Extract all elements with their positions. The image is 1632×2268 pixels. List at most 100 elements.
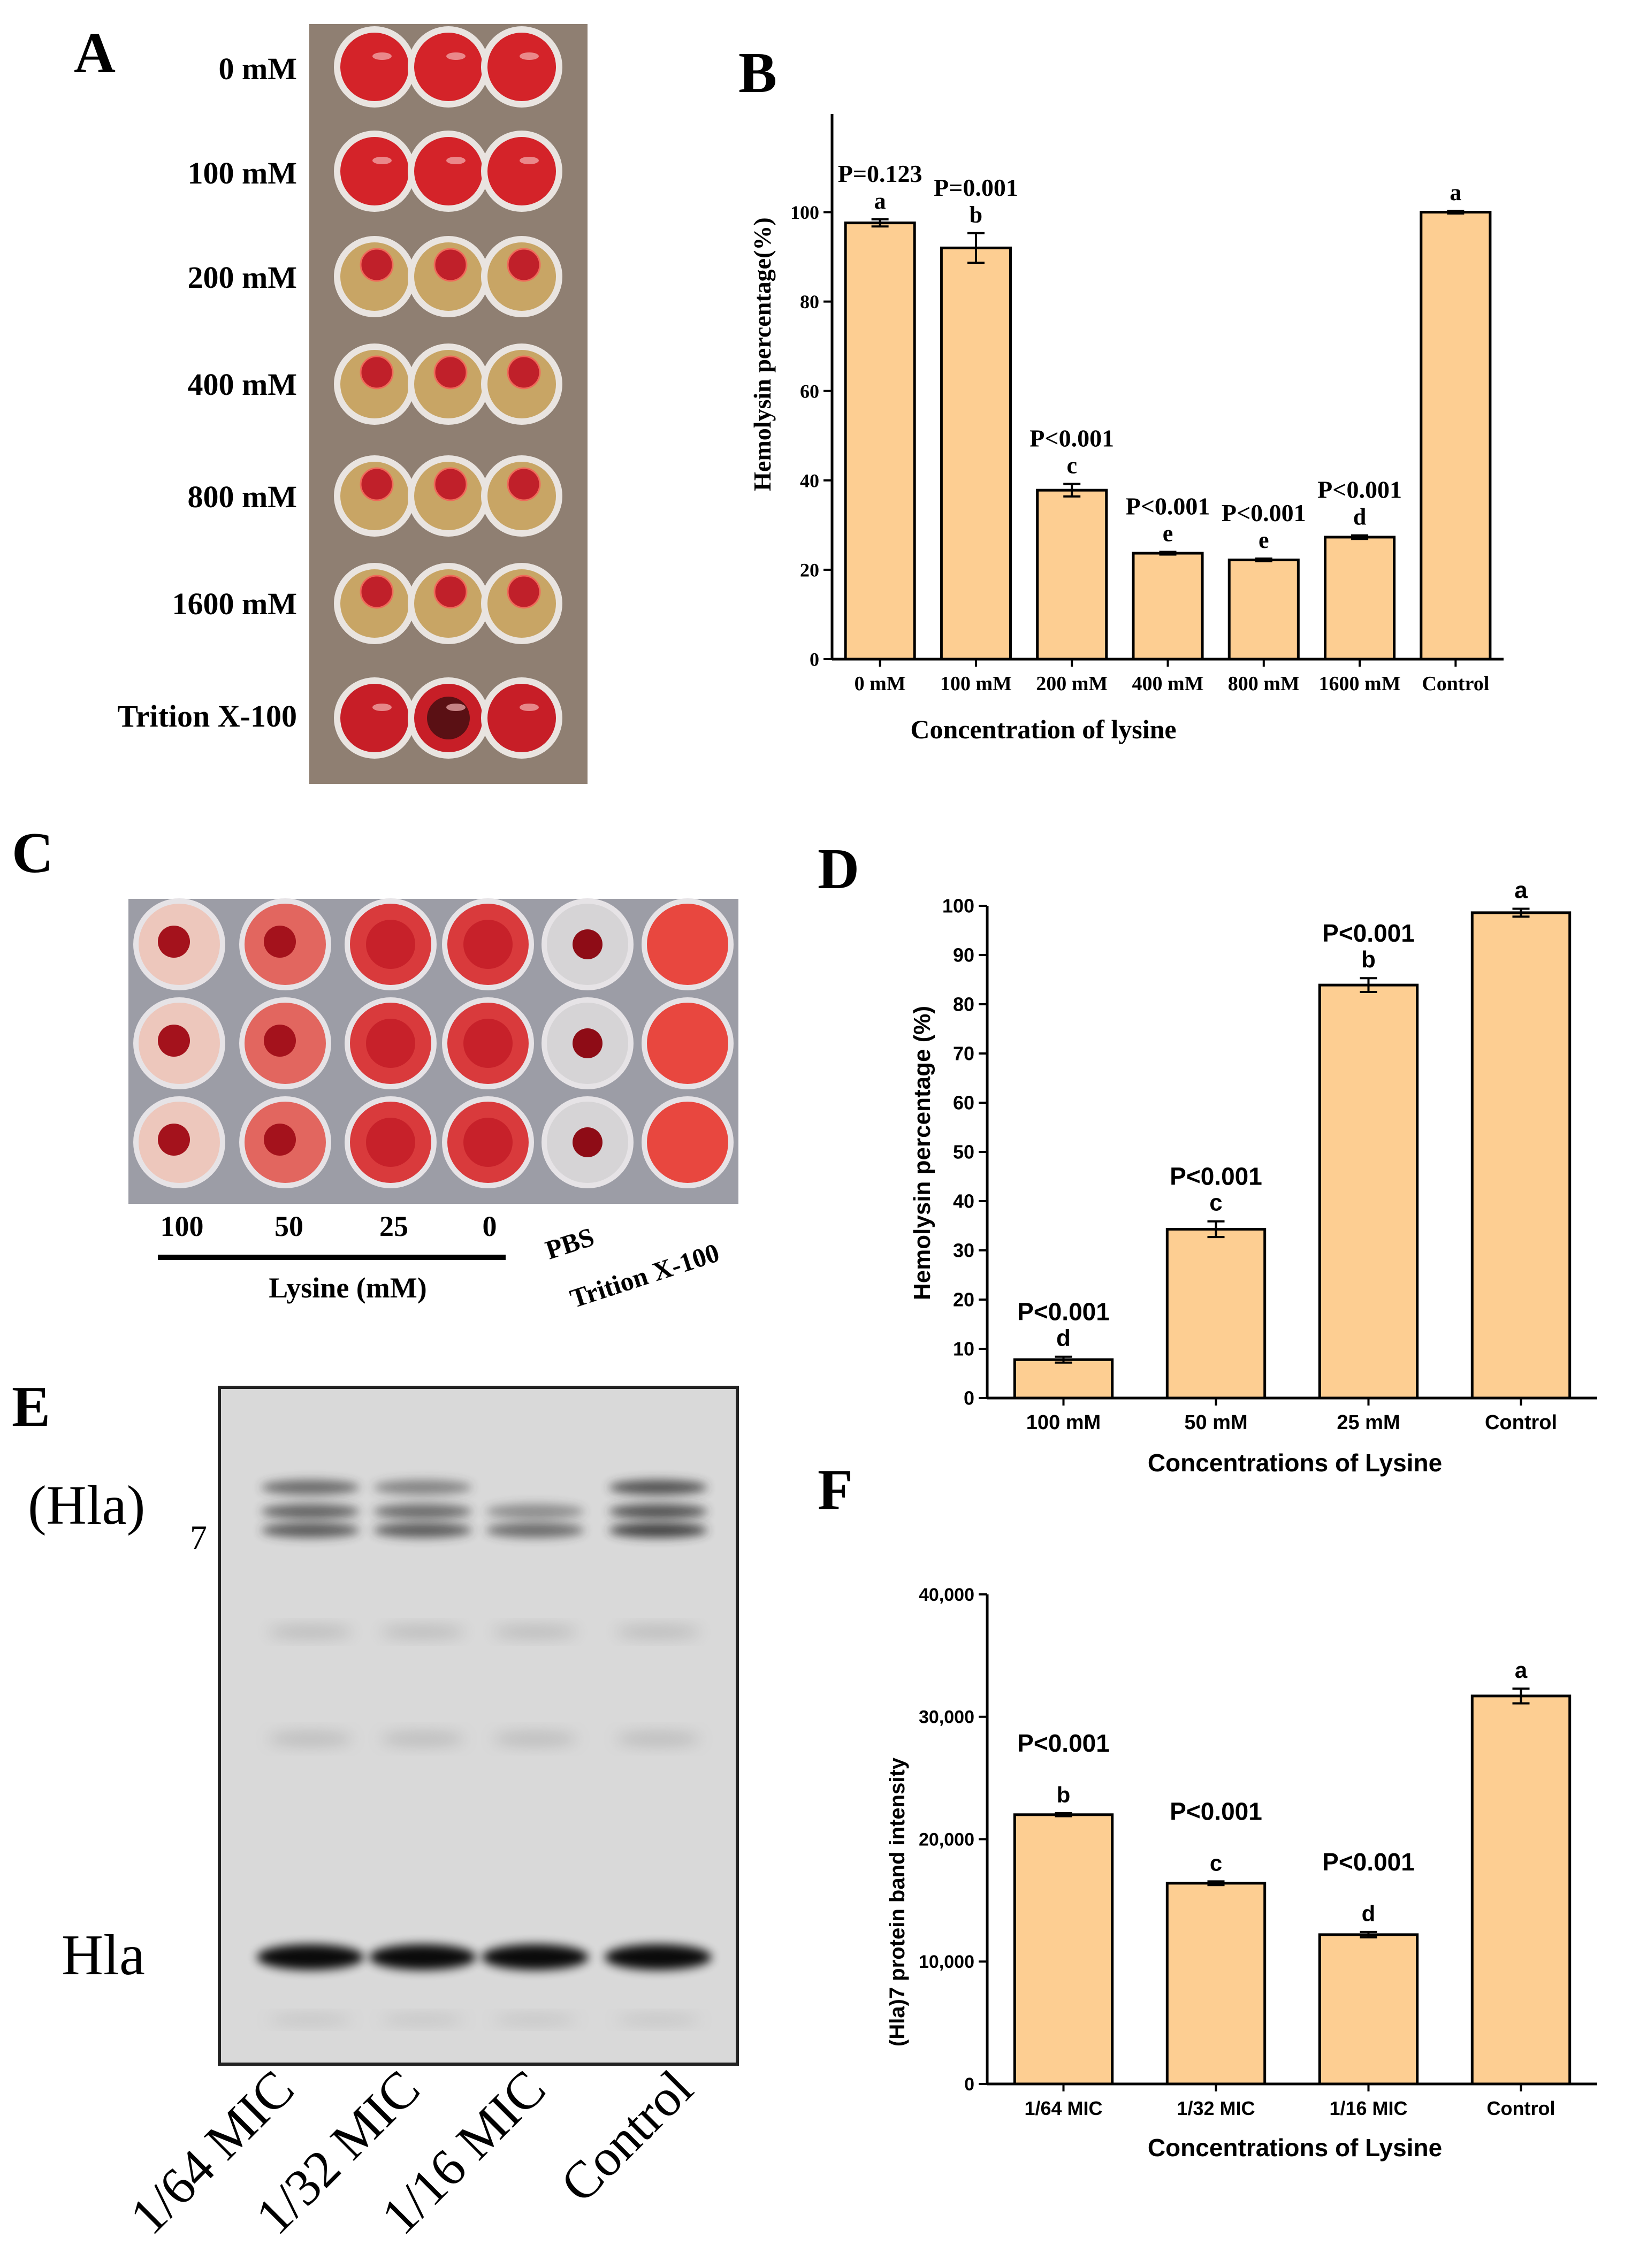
y-tick-label: 70 [953, 1043, 974, 1065]
y-tick-label: 40 [800, 470, 819, 491]
monomer-band [369, 1944, 476, 1970]
well-highlight [446, 157, 466, 164]
x-tick-label: Control [1422, 673, 1489, 695]
faint-band [380, 1732, 466, 1745]
well-dark-center [427, 697, 470, 739]
well-pellet [433, 248, 468, 282]
y-tick-label: 10 [953, 1338, 974, 1360]
chart-f-ylabel: (Hla)7 protein band intensity [886, 1757, 909, 2046]
well-lysed [340, 33, 409, 101]
x-tick-label: 800 mM [1228, 673, 1300, 695]
x-tick-label: 1/64 MIC [1024, 2097, 1102, 2119]
well-highlight [520, 704, 539, 711]
faint-band [268, 2015, 353, 2024]
chart-b-ylabel: Hemolysin percentage(%) [749, 217, 776, 491]
well-highlight [372, 704, 392, 711]
well-highlight [446, 52, 466, 60]
lane-label: Control [550, 2059, 704, 2213]
p-value-label: P<0.001 [1017, 1729, 1110, 1757]
significance-letter: e [1259, 527, 1269, 553]
faint-band [268, 1626, 353, 1637]
significance-letter: e [1163, 520, 1173, 546]
bar [1420, 211, 1492, 661]
well-pellet [366, 920, 415, 969]
y-tick-label: 100 [790, 202, 819, 223]
y-tick-label: 90 [953, 944, 974, 966]
x-tick-label: 25 mM [1337, 1411, 1400, 1434]
well-lysed [487, 137, 556, 205]
row-label: 100 mM [187, 156, 297, 190]
bar [1470, 1694, 1572, 2086]
significance-letter: c [1066, 453, 1077, 479]
oligomer-band [373, 1523, 472, 1538]
significance-letter: a [1514, 877, 1528, 904]
y-tick-label: 20,000 [919, 1829, 974, 1850]
p-value-label: P<0.001 [1170, 1163, 1262, 1190]
p-value-label: P<0.001 [1126, 492, 1210, 520]
column-label: 25 [379, 1210, 408, 1242]
y-tick-label: 80 [800, 291, 819, 312]
panel-a-photo [309, 24, 588, 784]
lysine-group-label: Lysine (mM) [269, 1272, 426, 1304]
well-lysed [340, 137, 409, 205]
x-tick-label: 400 mM [1132, 673, 1203, 695]
well-pellet [264, 1124, 296, 1156]
oligomer-band [609, 1504, 707, 1519]
significance-letter: d [1362, 1901, 1376, 1926]
well-highlight [372, 157, 392, 164]
chart-f-xlabel: Concentrations of Lysine [1148, 2134, 1442, 2162]
y-tick-label: 50 [953, 1141, 974, 1163]
well-lysed [414, 137, 483, 205]
row-label: 200 mM [187, 260, 297, 295]
panel-c-labels: 100 50 25 0 PBS Trition X-100 Lysine (mM… [158, 1210, 723, 1314]
p-value-label: P<0.001 [1170, 1797, 1262, 1825]
significance-letter: a [1450, 179, 1461, 205]
well-pellet [158, 926, 190, 958]
panel-letter-d: D [818, 837, 859, 901]
monomer-band [257, 1944, 364, 1970]
panel-letter-e: E [12, 1375, 50, 1439]
y-tick-label: 100 [942, 895, 974, 917]
chart-d-ylabel: Hemolysin percentage (%) [909, 1006, 935, 1300]
column-label: 0 [483, 1210, 497, 1242]
significance-letter: c [1210, 1850, 1222, 1875]
bar [1132, 552, 1204, 661]
x-tick-label: 200 mM [1036, 673, 1108, 695]
oligomer-band [609, 1480, 707, 1495]
p-value-label: P=0.123 [838, 160, 922, 187]
well-content [647, 904, 728, 985]
x-tick-label: 1/32 MIC [1177, 2097, 1255, 2119]
significance-letter: c [1209, 1190, 1222, 1216]
well-lysed [340, 684, 409, 752]
column-label: 50 [274, 1210, 303, 1242]
faint-band [492, 2015, 578, 2024]
faint-band [492, 1732, 578, 1745]
monomer-band [482, 1944, 589, 1970]
y-tick-label: 30,000 [919, 1707, 974, 1728]
row-label: 1600 mM [172, 586, 297, 621]
bar [1318, 983, 1419, 1400]
y-tick-label: 0 [964, 1387, 974, 1409]
well-highlight [446, 704, 466, 711]
significance-letter: b [1057, 1782, 1071, 1807]
y-tick-label: 40,000 [919, 1585, 974, 1605]
panel-letter-a: A [74, 21, 116, 85]
panel-letter-f: F [818, 1458, 853, 1522]
well-pellet [463, 1118, 513, 1167]
well-pellet [507, 467, 541, 501]
oligomer-band-label: (Hla) [28, 1475, 145, 1536]
y-tick-label: 0 [964, 2074, 974, 2095]
bar [1013, 1813, 1114, 2086]
oligomer-band [609, 1523, 707, 1538]
x-tick-label: 0 mM [855, 673, 906, 695]
row-label: 800 mM [187, 479, 297, 514]
well-pellet [360, 248, 394, 282]
p-value-label: P<0.001 [1029, 425, 1114, 452]
faint-band [615, 1626, 701, 1637]
x-tick-label: 1600 mM [1319, 673, 1401, 695]
x-tick-label: 100 mM [1026, 1411, 1101, 1434]
p-value-label: P<0.001 [1317, 476, 1402, 503]
well-pellet [573, 1127, 603, 1157]
well-lysed [414, 33, 483, 101]
